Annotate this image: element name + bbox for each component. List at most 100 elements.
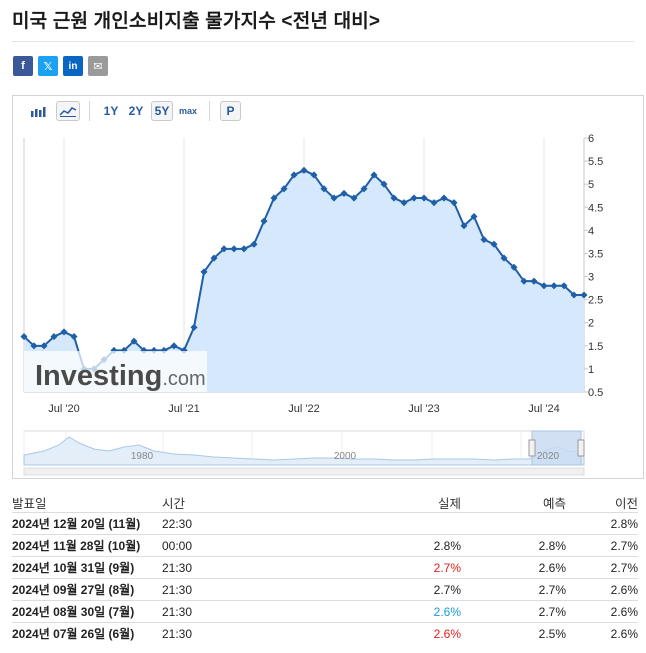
forecast-value — [461, 512, 566, 535]
release-date: 2024년 08월 30일 (7월) — [12, 600, 162, 623]
data-point — [340, 189, 348, 197]
data-point — [70, 333, 78, 341]
y-tick-label: 1.5 — [588, 341, 603, 353]
table-row: 2024년 11월 28일 (10월) 00:00 2.8% 2.8% 2.7% — [12, 534, 638, 557]
chart-container: 1Y 2Y 5Y max P Jul '20 Jul '21 Jul '22 Jul … — [12, 95, 644, 479]
y-tick-label: 3 — [588, 272, 594, 284]
table-row: 2024년 09월 27일 (8월) 21:30 2.7% 2.7% 2.6% — [12, 578, 638, 601]
data-point — [350, 194, 358, 202]
table-header-row: 발표일 시간 실제 예측 이전 — [12, 492, 638, 513]
data-point — [570, 291, 578, 299]
range-1y-button[interactable]: 1Y — [103, 104, 119, 118]
previous-value: 2.6% — [566, 600, 638, 623]
release-time: 21:30 — [162, 556, 312, 579]
header-time: 시간 — [162, 496, 186, 511]
y-tick-label: 6 — [588, 133, 594, 145]
release-time: 21:30 — [162, 622, 312, 644]
range-5y-button[interactable]: 5Y — [151, 101, 173, 121]
toolbar-separator — [89, 101, 90, 121]
table-row: 2024년 08월 30일 (7월) 21:30 2.6% 2.7% 2.6% — [12, 600, 638, 623]
navigator-year-label: 2020 — [537, 451, 560, 462]
actual-value: 2.8% — [312, 534, 461, 557]
y-tick-label: 0.5 — [588, 387, 603, 399]
facebook-icon: f — [21, 60, 25, 72]
p-button[interactable]: P — [220, 101, 241, 121]
table-row: 2024년 12월 20일 (11월) 22:30 2.8% — [12, 512, 638, 535]
y-tick-label: 3.5 — [588, 248, 603, 260]
twitter-share-button[interactable]: 𝕏 — [38, 56, 58, 76]
navigator-chart[interactable]: 1980 2000 2020 — [13, 429, 643, 479]
data-point — [510, 263, 518, 271]
data-point — [20, 333, 28, 341]
area-chart-icon — [59, 107, 77, 117]
y-tick-label: 2 — [588, 318, 594, 330]
bar-chart-button[interactable] — [27, 101, 49, 121]
data-point — [50, 333, 58, 341]
release-date: 2024년 10월 31일 (9월) — [12, 556, 162, 579]
data-point — [440, 194, 448, 202]
range-2y-button[interactable]: 2Y — [128, 104, 144, 118]
data-point — [360, 185, 368, 193]
email-share-button[interactable]: ✉ — [88, 56, 108, 76]
data-point — [410, 194, 418, 202]
data-point — [420, 194, 428, 202]
data-point — [170, 342, 178, 350]
data-point — [260, 217, 268, 225]
data-point — [210, 254, 218, 262]
release-time: 00:00 — [162, 534, 312, 557]
forecast-value: 2.8% — [461, 534, 566, 557]
data-point — [470, 212, 478, 221]
x-tick-label: Jul '23 — [408, 403, 439, 415]
data-point — [310, 171, 318, 179]
release-table: 발표일 시간 실제 예측 이전 2024년 12월 20일 (11월) 22:3… — [12, 492, 638, 644]
navigator-year-label: 2000 — [334, 451, 357, 462]
previous-value: 2.6% — [566, 622, 638, 644]
navigator-year-label: 1980 — [131, 451, 154, 462]
data-point — [520, 277, 528, 285]
data-point — [270, 194, 278, 202]
forecast-value: 2.7% — [461, 578, 566, 601]
header-date: 발표일 — [12, 496, 47, 511]
data-point — [480, 236, 488, 244]
area-chart-button[interactable] — [56, 101, 80, 121]
previous-value: 2.7% — [566, 556, 638, 579]
table-row: 2024년 10월 31일 (9월) 21:30 2.7% 2.6% 2.7% — [12, 556, 638, 579]
table-row: 2024년 07월 26일 (6월) 21:30 2.6% 2.5% 2.6% — [12, 622, 638, 644]
main-chart[interactable]: Jul '20 Jul '21 Jul '22 Jul '23 Jul '24 0.5 1 1… — [13, 128, 643, 428]
data-point — [450, 199, 458, 207]
release-time: 21:30 — [162, 600, 312, 623]
data-point — [300, 166, 308, 174]
y-tick-label: 5 — [588, 179, 594, 191]
release-time: 22:30 — [162, 512, 312, 535]
header-actual: 실제 — [437, 496, 461, 511]
page-title: 미국 근원 개인소비지출 물가지수 <전년 대비> — [12, 11, 381, 32]
x-tick-label: Jul '20 — [48, 403, 79, 415]
navigator-left-handle — [528, 439, 536, 457]
series-area — [24, 170, 584, 392]
watermark-backdrop — [24, 351, 207, 392]
forecast-value: 2.5% — [461, 622, 566, 644]
actual-value: 2.7% — [312, 556, 461, 579]
toolbar-separator — [209, 101, 210, 121]
y-tick-label: 4 — [588, 225, 594, 237]
facebook-share-button[interactable]: f — [13, 56, 33, 76]
y-tick-label: 2.5 — [588, 295, 603, 307]
release-date: 2024년 11월 28일 (10월) — [12, 534, 162, 557]
data-point — [580, 291, 588, 299]
data-point — [530, 277, 538, 285]
range-max-button[interactable]: max — [178, 106, 197, 116]
previous-value: 2.6% — [566, 578, 638, 601]
linkedin-share-button[interactable]: in — [63, 56, 83, 76]
forecast-value: 2.7% — [461, 600, 566, 623]
data-point — [190, 323, 198, 331]
data-point — [390, 194, 398, 202]
data-point — [560, 282, 568, 290]
email-icon: ✉ — [93, 60, 103, 73]
twitter-icon: 𝕏 — [43, 60, 53, 73]
previous-value: 2.7% — [566, 534, 638, 557]
data-point — [540, 282, 548, 290]
linkedin-icon: in — [68, 60, 78, 72]
data-point — [250, 240, 258, 248]
data-point — [280, 185, 288, 193]
navigator-scrollbar — [23, 467, 585, 476]
